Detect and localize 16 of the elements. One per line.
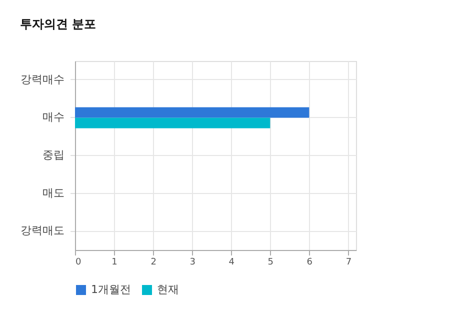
y-tick-label: 매수 — [42, 110, 64, 124]
chart-title: 투자의견 분포 — [20, 17, 96, 31]
y-tick-label: 매도 — [42, 186, 64, 200]
x-tick-label: 4 — [228, 258, 235, 268]
y-tick-label: 중립 — [42, 148, 64, 162]
x-tick-label: 2 — [150, 258, 156, 268]
x-tick-label: 1 — [112, 258, 118, 268]
x-tick-label: 3 — [190, 258, 196, 268]
y-tick-label: 강력매수 — [20, 72, 64, 86]
legend-label: 현재 — [157, 283, 179, 296]
legend-label: 1개월전 — [91, 283, 131, 296]
y-tick-label: 강력매도 — [20, 224, 64, 238]
x-tick-label: 6 — [306, 258, 313, 268]
x-tick-label: 7 — [346, 258, 352, 268]
x-tick-label: 5 — [268, 258, 274, 268]
x-tick-label: 0 — [76, 258, 82, 268]
